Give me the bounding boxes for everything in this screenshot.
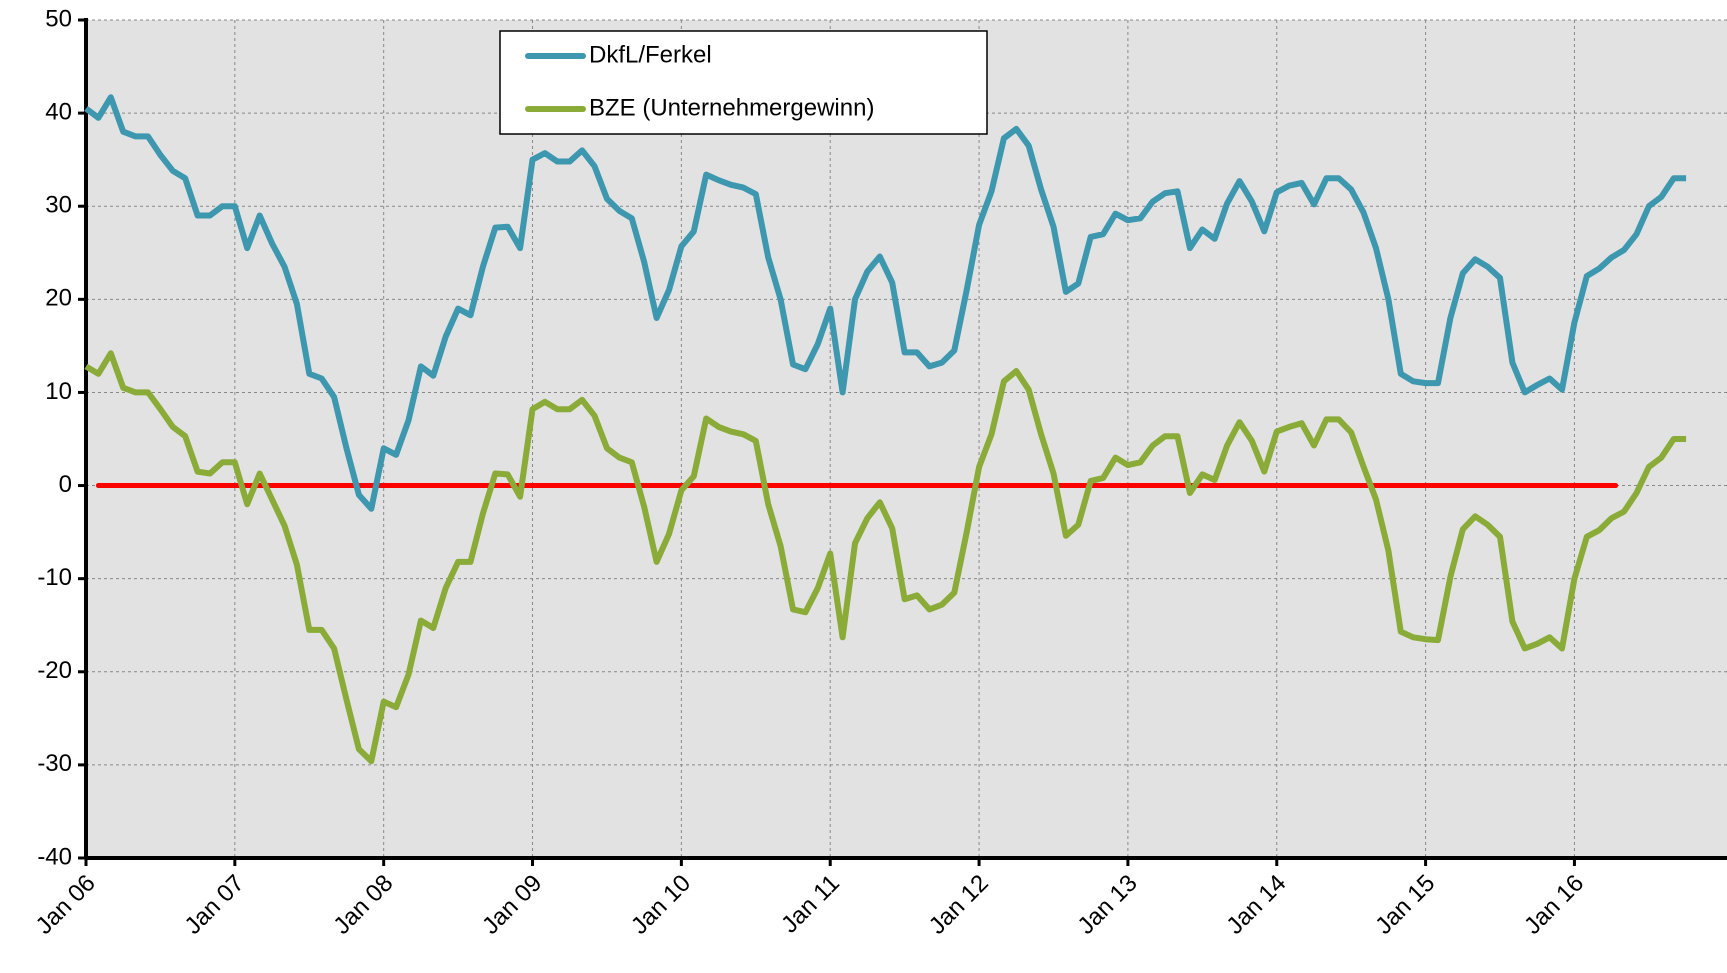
legend-box xyxy=(499,30,988,135)
series-line xyxy=(84,350,1687,765)
x-tick-label: Jan 15 xyxy=(1370,870,1440,940)
y-tick-label: -40 xyxy=(37,843,72,870)
x-tick-label: Jan 16 xyxy=(1519,870,1589,940)
x-tick-label: Jan 14 xyxy=(1221,870,1291,940)
y-tick-label: 50 xyxy=(45,5,72,32)
x-tick-label: Jan 11 xyxy=(776,870,845,939)
y-tick-label: -30 xyxy=(37,750,72,777)
legend-label: DkfL/Ferkel xyxy=(589,41,712,68)
y-tick-label: 40 xyxy=(45,98,72,125)
y-tick-label: 30 xyxy=(45,192,72,219)
x-tick-label: Jan 08 xyxy=(328,870,398,940)
y-tick-label: 10 xyxy=(45,378,72,405)
y-tick-label: -20 xyxy=(37,657,72,684)
x-tick-label: Jan 13 xyxy=(1073,870,1143,940)
y-tick-label: 0 xyxy=(59,471,72,498)
x-tick-label: Jan 10 xyxy=(626,870,696,940)
series-line xyxy=(84,94,1687,512)
x-tick-label: Jan 09 xyxy=(477,870,547,940)
legend-label: BZE (Unternehmergewinn) xyxy=(589,94,874,121)
y-tick-label: 20 xyxy=(45,285,72,312)
x-tick-label: Jan 12 xyxy=(924,870,994,940)
plot-area xyxy=(86,20,1727,858)
x-tick-label: Jan 06 xyxy=(31,870,101,940)
y-tick-label: -10 xyxy=(37,564,72,591)
x-tick-label: Jan 07 xyxy=(180,870,250,940)
